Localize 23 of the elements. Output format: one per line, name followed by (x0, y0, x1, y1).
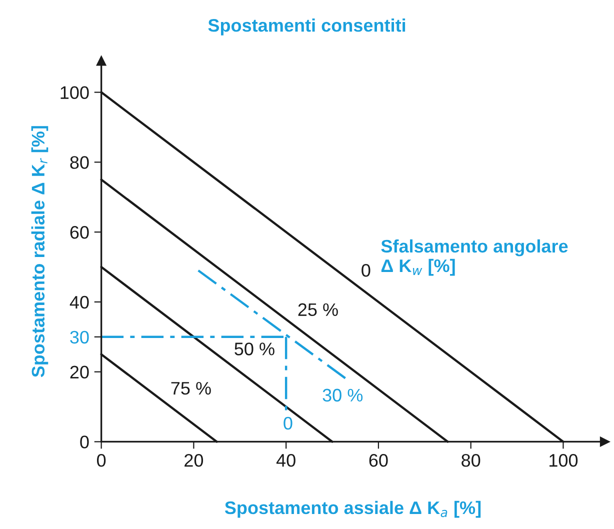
chart-title: Spostamenti consentiti (208, 18, 406, 36)
x-tick-label: 60 (369, 454, 388, 467)
y-tick-label: 60 (70, 226, 89, 239)
x-axis-title: Spostamento assiale Δ K$_{a}$ [%] (224, 500, 481, 518)
series-label: 50 % (234, 342, 274, 356)
annotation: 0 (284, 416, 292, 430)
x-tick-label: 40 (276, 454, 296, 467)
series-label: 25 % (298, 303, 338, 316)
annotation: Sfalsamento angolare Δ K$_{w}$ [%] (381, 239, 568, 276)
x-tick-label: 0 (96, 454, 106, 467)
x-tick-label: 20 (184, 454, 204, 467)
x-tick-label: 80 (462, 454, 480, 467)
y-tick-label: 20 (70, 366, 89, 379)
y-tick-label: 30 (70, 330, 89, 344)
y-tick-label: 100 (60, 86, 89, 100)
x-tick-label: 100 (550, 454, 578, 467)
annotation: 30 % (322, 388, 363, 402)
series-label: 75 % (171, 382, 211, 395)
y-tick-label: 0 (80, 436, 89, 448)
y-axis-title: Spostamento radiale Δ K$_{r}$ [%] (31, 126, 48, 378)
y-tick-label: 40 (70, 296, 89, 309)
y-tick-label: 80 (70, 156, 89, 169)
series-label: 0 (362, 264, 370, 277)
